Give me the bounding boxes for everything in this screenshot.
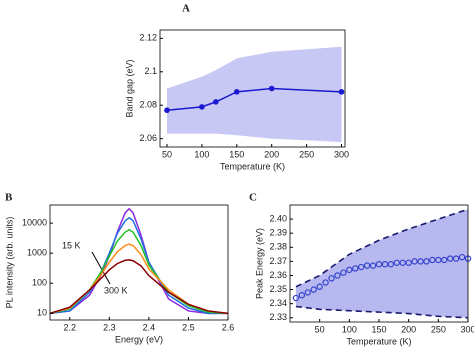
marker [233,89,240,95]
x-tick-label: 300 [460,324,474,334]
y-tick-label: 2.38 [269,242,287,252]
series-line [49,207,228,315]
y-tick-label: 2.39 [269,228,287,238]
y-tick-label: 100 [32,278,47,288]
x-tick-label: 2.3 [103,322,116,332]
marker [164,107,170,114]
x-axis-label: Temperature (K) [346,336,411,346]
y-tick-label: 2.37 [269,256,287,266]
point [399,259,406,266]
x-tick-label: 250 [431,324,446,334]
marker [338,89,345,95]
point [328,275,335,282]
point [387,261,395,268]
x-tick-label: 2.4 [143,322,156,332]
point [405,259,412,266]
y-tick-label: 2.34 [269,298,287,308]
band-area [166,46,342,142]
arrow [91,251,111,285]
x-tick-label: 300 [334,149,349,159]
y-axis-label: Peak Energy (eV) [254,228,264,299]
marker [199,104,205,110]
x-tick-label: 50 [315,324,325,334]
series-line [49,259,229,315]
point [358,263,365,271]
point [411,258,418,265]
point [363,262,371,269]
point [352,265,359,272]
point [417,258,424,265]
plot-frame [159,29,346,148]
point [423,258,430,265]
x-tick-label: 100 [342,324,357,334]
y-tick-label: 2.1 [144,66,157,76]
point [369,262,377,269]
band-edge [295,208,469,288]
point [452,255,460,262]
x-tick-label: 2.2 [64,322,77,332]
x-axis-label: Energy (eV) [115,334,163,344]
series-line [49,216,228,315]
point [447,255,454,262]
point [322,279,329,286]
point [310,286,317,293]
point [429,256,436,264]
panel-label: A [182,3,190,15]
x-tick-label: 250 [299,149,314,159]
x-tick-label: 200 [401,324,416,334]
point [441,256,448,264]
x-tick-label: 100 [194,149,209,159]
y-tick-label: 2.33 [269,312,287,322]
panel-label: C [249,192,257,204]
y-tick-label: 10 [37,308,47,318]
band-edge [295,305,469,319]
marker [268,85,275,92]
x-tick-label: 2.5 [182,322,195,332]
y-tick-label: 2.35 [269,284,287,294]
point [340,269,347,276]
y-tick-label: 1000 [27,248,47,258]
point [304,289,311,296]
y-axis-label: Band gap (eV) [124,59,134,117]
y-tick-label: 2.40 [269,213,287,223]
x-tick-label: 150 [371,324,386,334]
x-tick-label: 150 [229,149,244,159]
annotation: 300 K [104,285,128,295]
point [346,266,353,274]
x-tick-label: 50 [162,149,172,159]
point [292,294,300,302]
annotation: 15 K [62,240,81,250]
panel-label: B [5,192,13,204]
point [375,261,383,268]
y-tick-label: 2.06 [139,133,157,143]
x-tick-label: 200 [264,149,279,159]
point [316,283,323,290]
point [298,292,306,299]
y-axis-label: PL intensity (arb. units) [4,217,14,309]
point [393,259,400,266]
point [334,272,341,279]
marker [213,99,219,105]
y-tick-label: 2.36 [269,270,287,280]
plot-frame [49,204,229,321]
x-tick-label: 2.6 [222,322,235,332]
series-line [166,87,342,111]
point [381,261,389,268]
x-axis-label: Temperature (K) [220,161,285,171]
y-tick-label: 2.08 [139,100,157,110]
point [435,256,442,264]
point [458,253,466,261]
y-tick-label: 2.12 [139,33,157,43]
y-tick-label: 10000 [22,217,47,227]
